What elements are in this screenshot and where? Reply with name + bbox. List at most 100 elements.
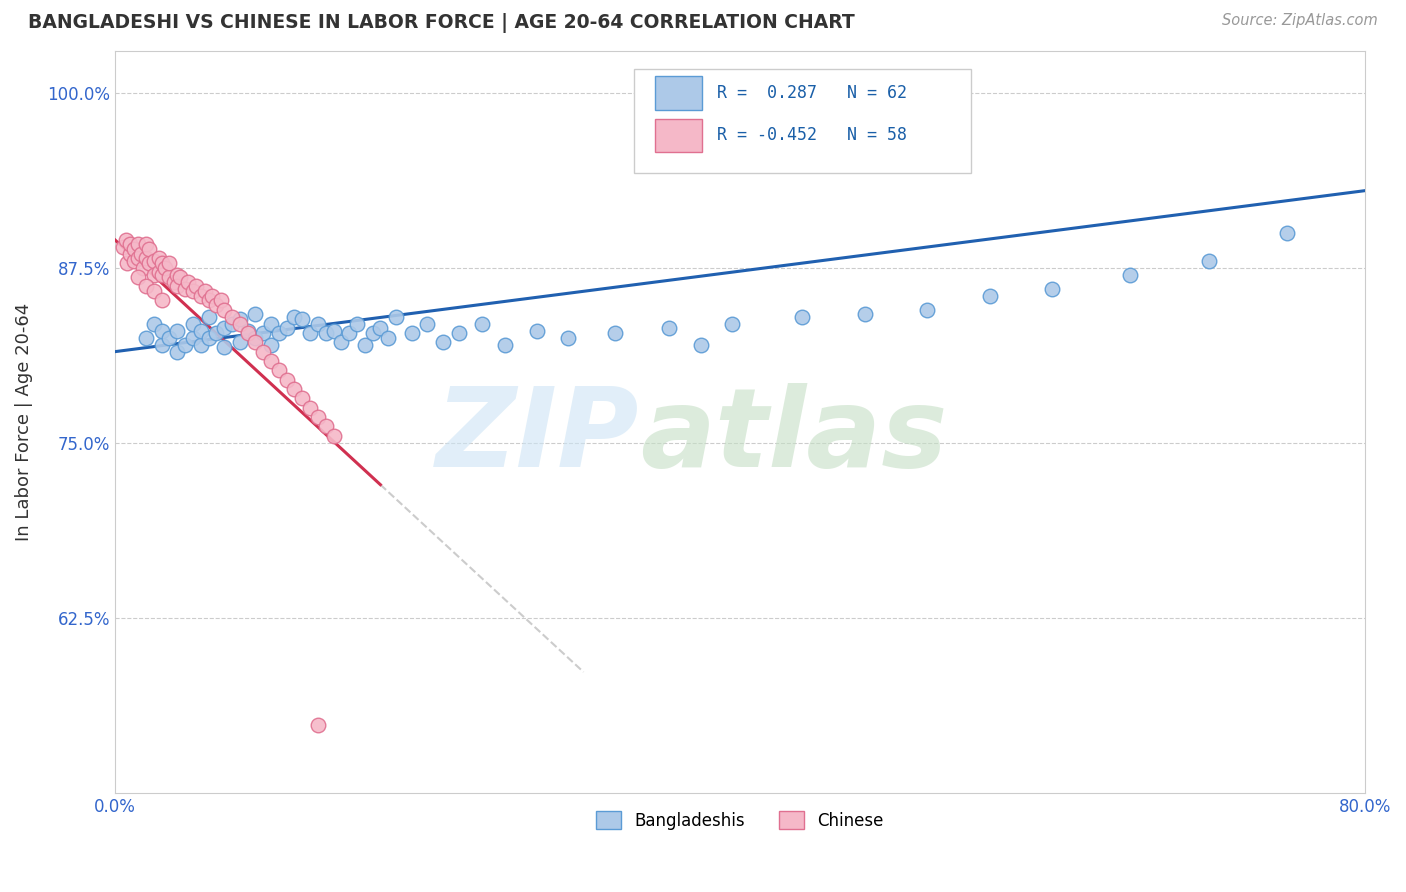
- Point: [148, 265, 170, 279]
- Point: [205, 298, 228, 312]
- Point: [385, 310, 408, 324]
- Point: [346, 317, 368, 331]
- Point: [148, 251, 170, 265]
- Point: [291, 391, 314, 405]
- Point: [131, 246, 153, 260]
- Point: [658, 321, 681, 335]
- Point: [122, 243, 145, 257]
- Point: [150, 293, 173, 307]
- Point: [138, 243, 160, 257]
- Text: R = -0.452   N = 58: R = -0.452 N = 58: [717, 127, 907, 145]
- Point: [132, 260, 155, 275]
- Point: [111, 240, 134, 254]
- Point: [205, 326, 228, 341]
- Point: [212, 341, 235, 355]
- Point: [209, 293, 232, 307]
- Point: [267, 326, 290, 341]
- Point: [169, 270, 191, 285]
- Point: [853, 307, 876, 321]
- Point: [245, 331, 267, 345]
- Point: [142, 268, 165, 282]
- Point: [260, 317, 283, 331]
- Point: [120, 236, 142, 251]
- Point: [120, 246, 142, 260]
- Point: [377, 331, 399, 345]
- Point: [153, 260, 176, 275]
- Point: [159, 270, 181, 285]
- Bar: [655, 119, 702, 152]
- Point: [447, 326, 470, 341]
- Point: [236, 324, 259, 338]
- Point: [181, 317, 204, 331]
- Point: [190, 324, 212, 338]
- Point: [159, 331, 181, 345]
- Point: [557, 331, 579, 345]
- Point: [494, 337, 516, 351]
- Point: [307, 718, 329, 732]
- Point: [150, 268, 173, 282]
- Point: [322, 428, 344, 442]
- Point: [276, 321, 298, 335]
- Point: [307, 317, 329, 331]
- Point: [283, 383, 305, 397]
- Point: [526, 324, 548, 338]
- Point: [190, 337, 212, 351]
- Point: [337, 326, 360, 341]
- Point: [138, 256, 160, 270]
- Point: [315, 326, 337, 341]
- Point: [177, 275, 200, 289]
- Point: [184, 278, 207, 293]
- Point: [197, 293, 219, 307]
- Point: [322, 324, 344, 338]
- Point: [135, 251, 157, 265]
- Point: [127, 236, 149, 251]
- Point: [330, 334, 353, 349]
- Point: [370, 321, 392, 335]
- Point: [127, 270, 149, 285]
- Point: [197, 331, 219, 345]
- Point: [166, 324, 188, 338]
- Point: [245, 334, 267, 349]
- Point: [229, 334, 252, 349]
- Point: [361, 326, 384, 341]
- Point: [135, 331, 157, 345]
- Point: [212, 302, 235, 317]
- Point: [142, 317, 165, 331]
- Point: [689, 337, 711, 351]
- Point: [114, 233, 136, 247]
- Point: [229, 317, 252, 331]
- Point: [307, 410, 329, 425]
- Point: [197, 310, 219, 324]
- Y-axis label: In Labor Force | Age 20-64: In Labor Force | Age 20-64: [15, 302, 32, 541]
- Bar: [655, 76, 702, 110]
- Point: [194, 285, 217, 299]
- Point: [721, 317, 744, 331]
- Point: [190, 288, 212, 302]
- Point: [1119, 268, 1142, 282]
- Point: [260, 337, 283, 351]
- Point: [1198, 253, 1220, 268]
- Point: [166, 268, 188, 282]
- Point: [245, 307, 267, 321]
- Point: [181, 285, 204, 299]
- Point: [917, 302, 939, 317]
- Point: [117, 256, 139, 270]
- Text: ZIP: ZIP: [436, 383, 640, 490]
- Point: [979, 288, 1001, 302]
- Point: [135, 236, 157, 251]
- Point: [353, 337, 375, 351]
- Point: [142, 285, 165, 299]
- Point: [401, 326, 423, 341]
- Point: [252, 344, 274, 359]
- Point: [150, 337, 173, 351]
- FancyBboxPatch shape: [634, 70, 972, 173]
- Point: [229, 312, 252, 326]
- Point: [166, 278, 188, 293]
- Point: [315, 418, 337, 433]
- Point: [181, 331, 204, 345]
- Point: [276, 373, 298, 387]
- Point: [201, 288, 224, 302]
- Point: [163, 275, 186, 289]
- Point: [1275, 226, 1298, 240]
- Point: [174, 337, 197, 351]
